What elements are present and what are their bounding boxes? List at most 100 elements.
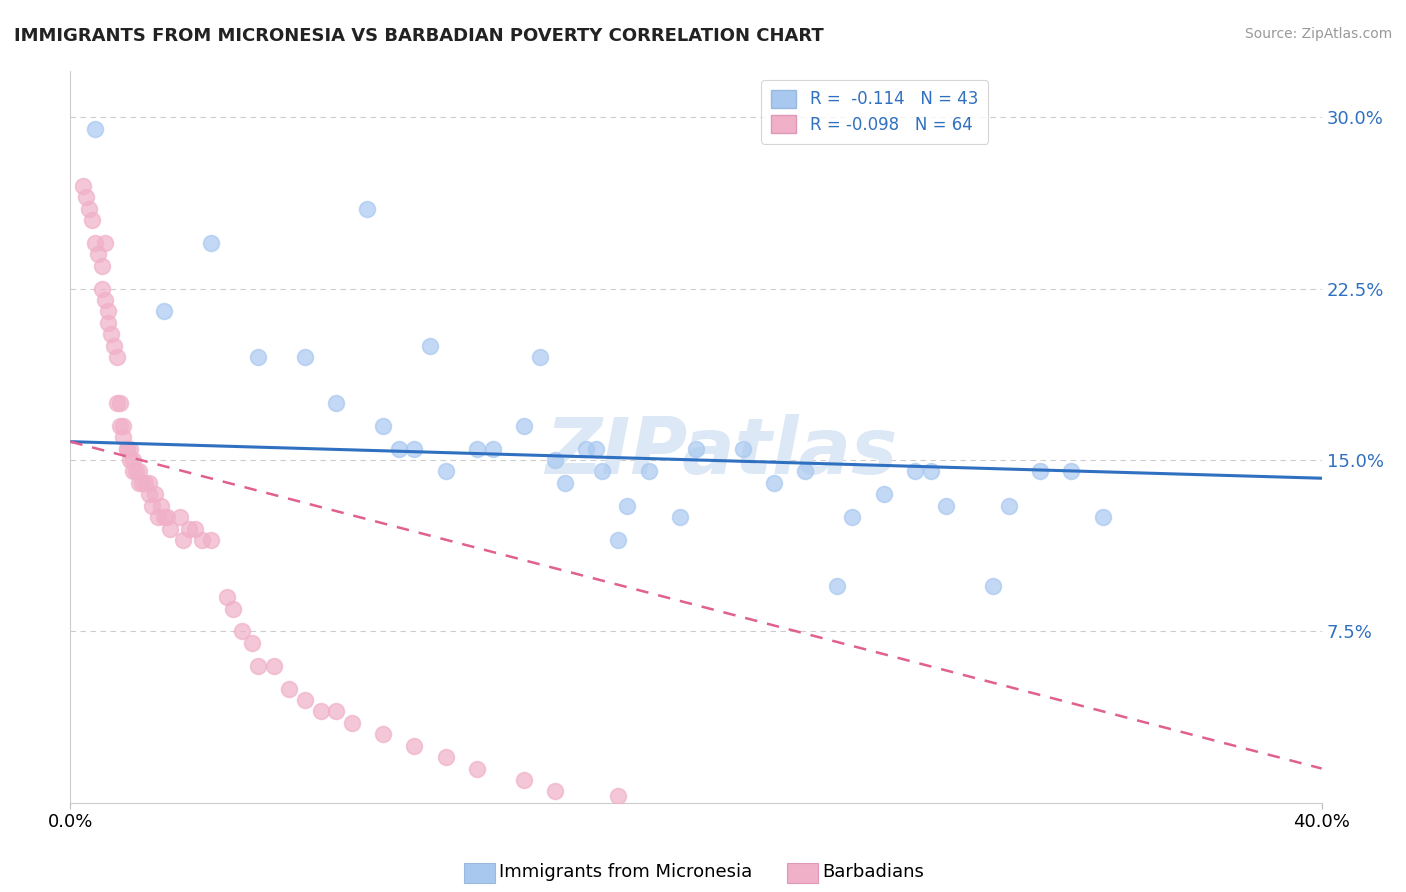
Text: Immigrants from Micronesia: Immigrants from Micronesia [499, 863, 752, 881]
Point [179, 521, 201, 535]
Point [72, 178, 94, 193]
Point [585, 442, 607, 456]
Point [465, 762, 488, 776]
Point [128, 464, 150, 478]
Point [153, 304, 176, 318]
Point [110, 396, 132, 410]
Point [794, 464, 817, 478]
Text: IMMIGRANTS FROM MICRONESIA VS BARBADIAN POVERTY CORRELATION CHART: IMMIGRANTS FROM MICRONESIA VS BARBADIAN … [14, 27, 824, 45]
Point [575, 442, 598, 456]
Point [84, 235, 107, 250]
Point [465, 442, 488, 456]
Point [419, 338, 441, 352]
Point [263, 658, 285, 673]
Point [215, 590, 238, 604]
Point [544, 453, 567, 467]
Point [115, 442, 138, 456]
Point [731, 442, 754, 456]
Point [222, 601, 245, 615]
Point [97, 304, 120, 318]
Point [294, 350, 316, 364]
Point [872, 487, 894, 501]
Point [118, 453, 141, 467]
Point [90, 281, 112, 295]
Point [513, 772, 536, 787]
Legend: R =  -0.114   N = 43, R = -0.098   N = 64: R = -0.114 N = 43, R = -0.098 N = 64 [761, 79, 988, 144]
Point [231, 624, 253, 639]
Point [87, 247, 110, 261]
Point [172, 533, 194, 547]
Point [90, 259, 112, 273]
Point [763, 475, 786, 490]
Point [935, 499, 957, 513]
Point [309, 705, 332, 719]
Point [544, 784, 567, 798]
Point [325, 705, 347, 719]
Point [75, 190, 97, 204]
Point [404, 442, 426, 456]
Point [294, 693, 316, 707]
Point [371, 418, 394, 433]
Point [131, 475, 153, 490]
Point [115, 442, 138, 456]
Point [184, 521, 207, 535]
Point [112, 430, 135, 444]
Point [77, 202, 100, 216]
Point [121, 453, 145, 467]
Point [112, 418, 135, 433]
Point [685, 442, 707, 456]
Point [554, 475, 576, 490]
Point [1091, 510, 1114, 524]
Point [404, 739, 426, 753]
Point [128, 475, 150, 490]
Point [434, 750, 457, 764]
Point [138, 487, 160, 501]
Point [138, 475, 160, 490]
Point [93, 293, 115, 307]
Point [97, 316, 120, 330]
Point [143, 487, 166, 501]
Point [841, 510, 863, 524]
Point [156, 510, 179, 524]
Point [606, 533, 628, 547]
Point [340, 715, 363, 730]
Point [100, 327, 122, 342]
Point [84, 121, 107, 136]
Point [118, 442, 141, 456]
Point [125, 464, 148, 478]
Text: Source: ZipAtlas.com: Source: ZipAtlas.com [1244, 27, 1392, 41]
Point [105, 350, 128, 364]
Point [1060, 464, 1083, 478]
Point [82, 213, 104, 227]
Point [356, 202, 378, 216]
Point [103, 338, 125, 352]
Point [529, 350, 551, 364]
Point [134, 475, 156, 490]
Point [146, 510, 169, 524]
Point [153, 510, 176, 524]
Point [110, 418, 132, 433]
Point [325, 396, 347, 410]
Point [434, 464, 457, 478]
Point [481, 442, 503, 456]
Point [616, 499, 638, 513]
Point [997, 499, 1019, 513]
Point [190, 533, 212, 547]
Point [200, 533, 222, 547]
Point [93, 235, 115, 250]
Point [638, 464, 661, 478]
Point [606, 789, 628, 803]
Point [825, 579, 848, 593]
Point [278, 681, 301, 696]
Text: Barbadians: Barbadians [823, 863, 924, 881]
Point [121, 464, 145, 478]
Point [141, 499, 163, 513]
Point [105, 396, 128, 410]
Text: ZIPatlas: ZIPatlas [546, 414, 897, 490]
Point [159, 521, 181, 535]
Point [591, 464, 613, 478]
Point [371, 727, 394, 741]
Point [1029, 464, 1052, 478]
Point [240, 636, 263, 650]
Point [981, 579, 1004, 593]
